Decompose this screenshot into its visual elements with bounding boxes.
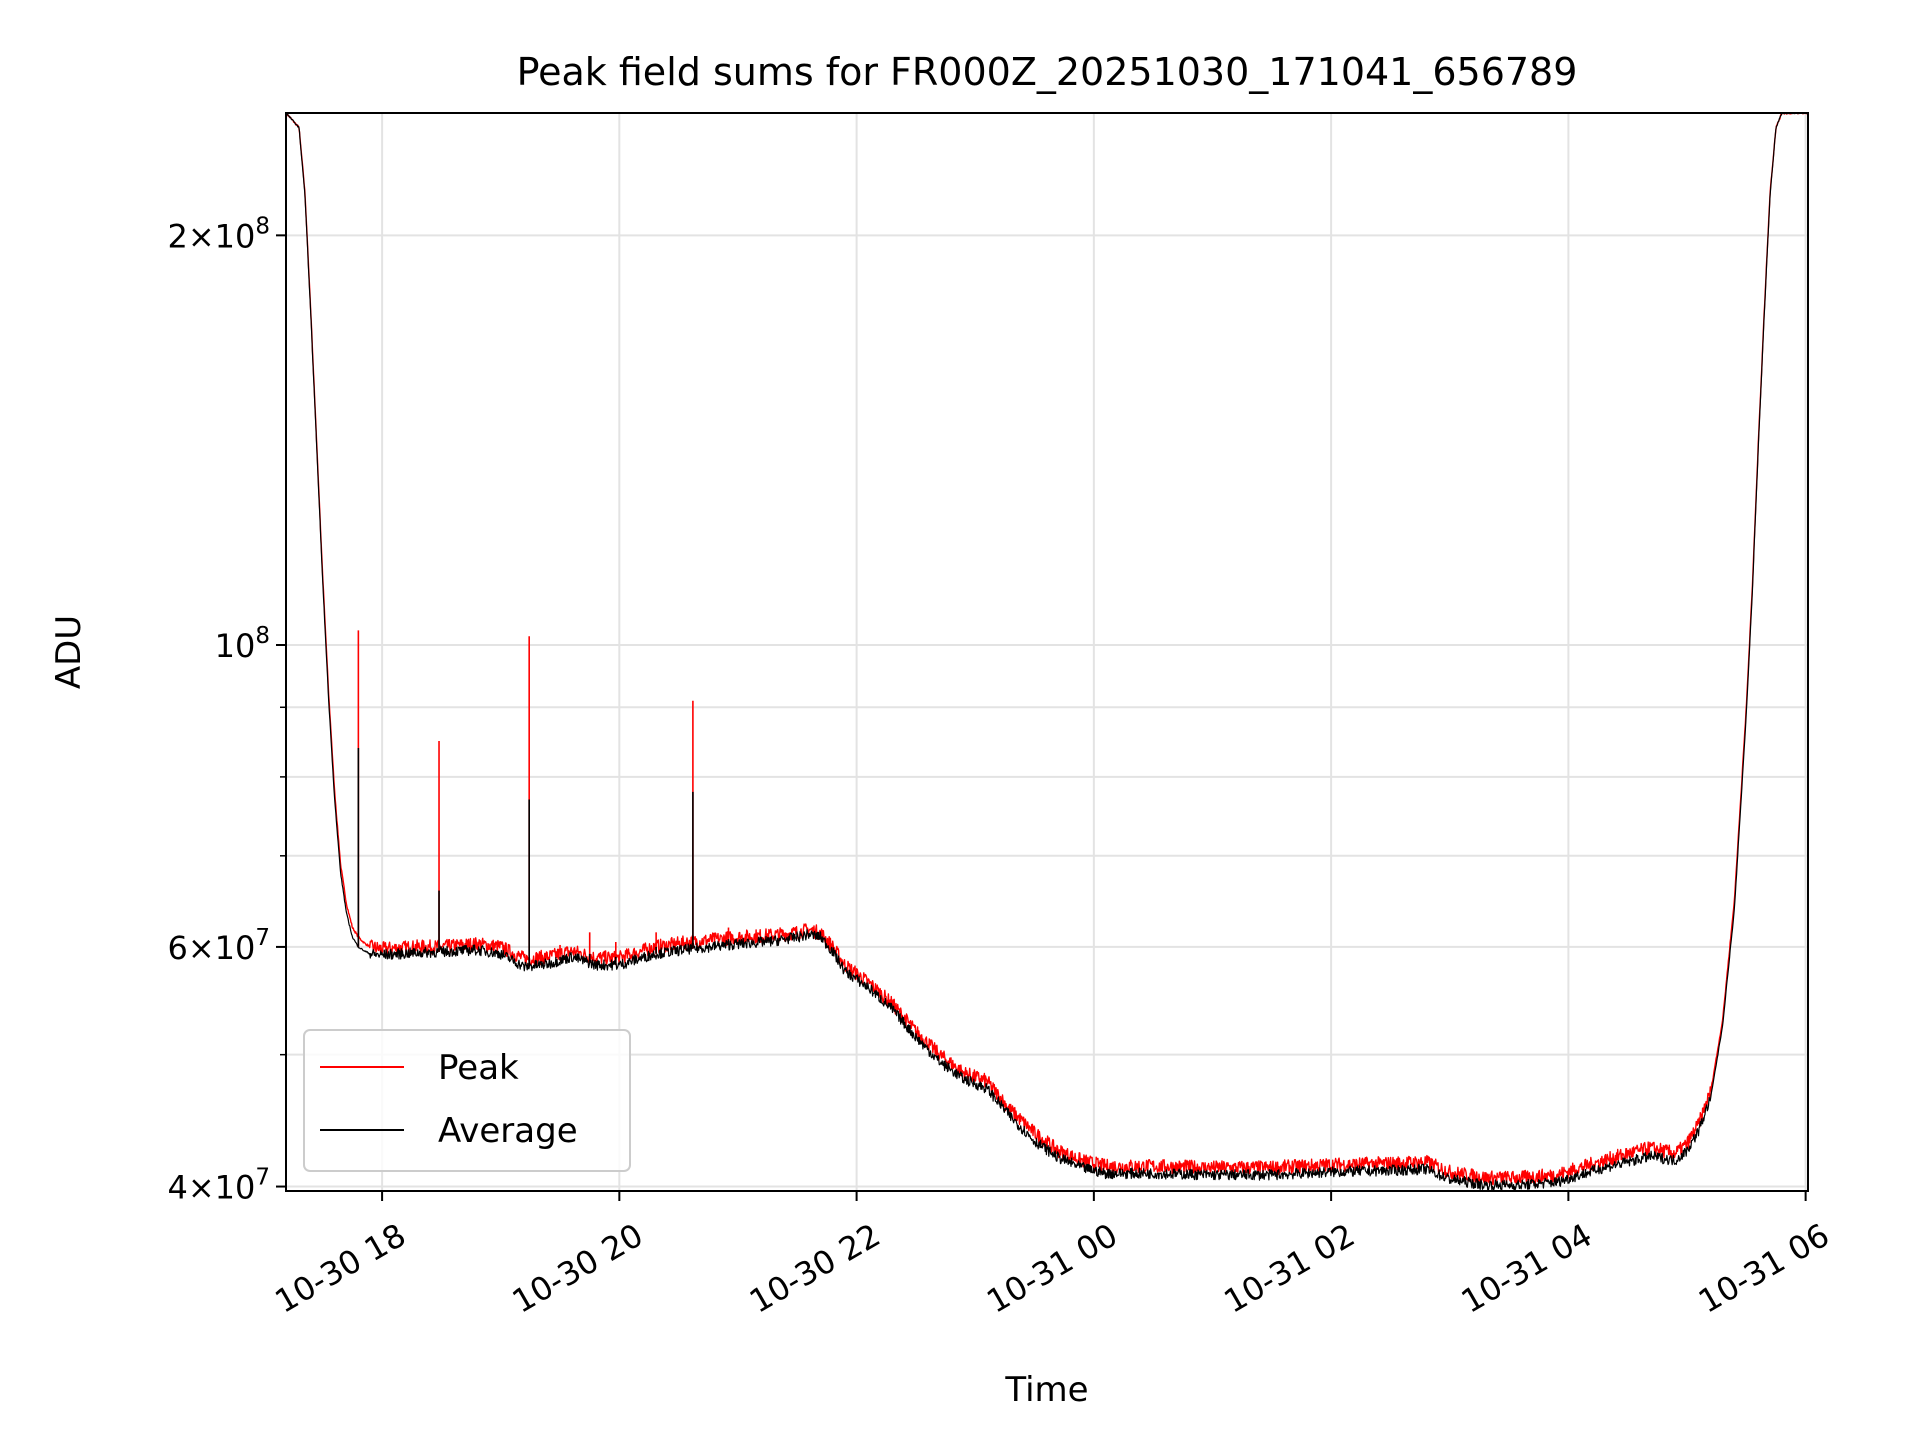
y-tick-label-1: 6×107 <box>167 925 270 967</box>
x-axis-label: Time <box>1004 1370 1088 1410</box>
chart-title: Peak field sums for FR000Z_20251030_1710… <box>517 50 1578 94</box>
plot-frame <box>285 112 1809 1192</box>
legend-average-label: Average <box>438 1111 578 1151</box>
legend-peak-label: Peak <box>438 1048 519 1088</box>
y-tick-label-0: 4×107 <box>167 1165 270 1207</box>
legend: Peak Average <box>303 1029 631 1172</box>
y-tick-label-3: 2×108 <box>167 213 270 255</box>
series-line-average <box>286 113 1808 1191</box>
legend-box <box>303 1029 631 1172</box>
y-tick-label-2: 108 <box>215 623 270 665</box>
y-axis-label: ADU <box>49 615 89 689</box>
series-layer <box>286 113 1808 1191</box>
